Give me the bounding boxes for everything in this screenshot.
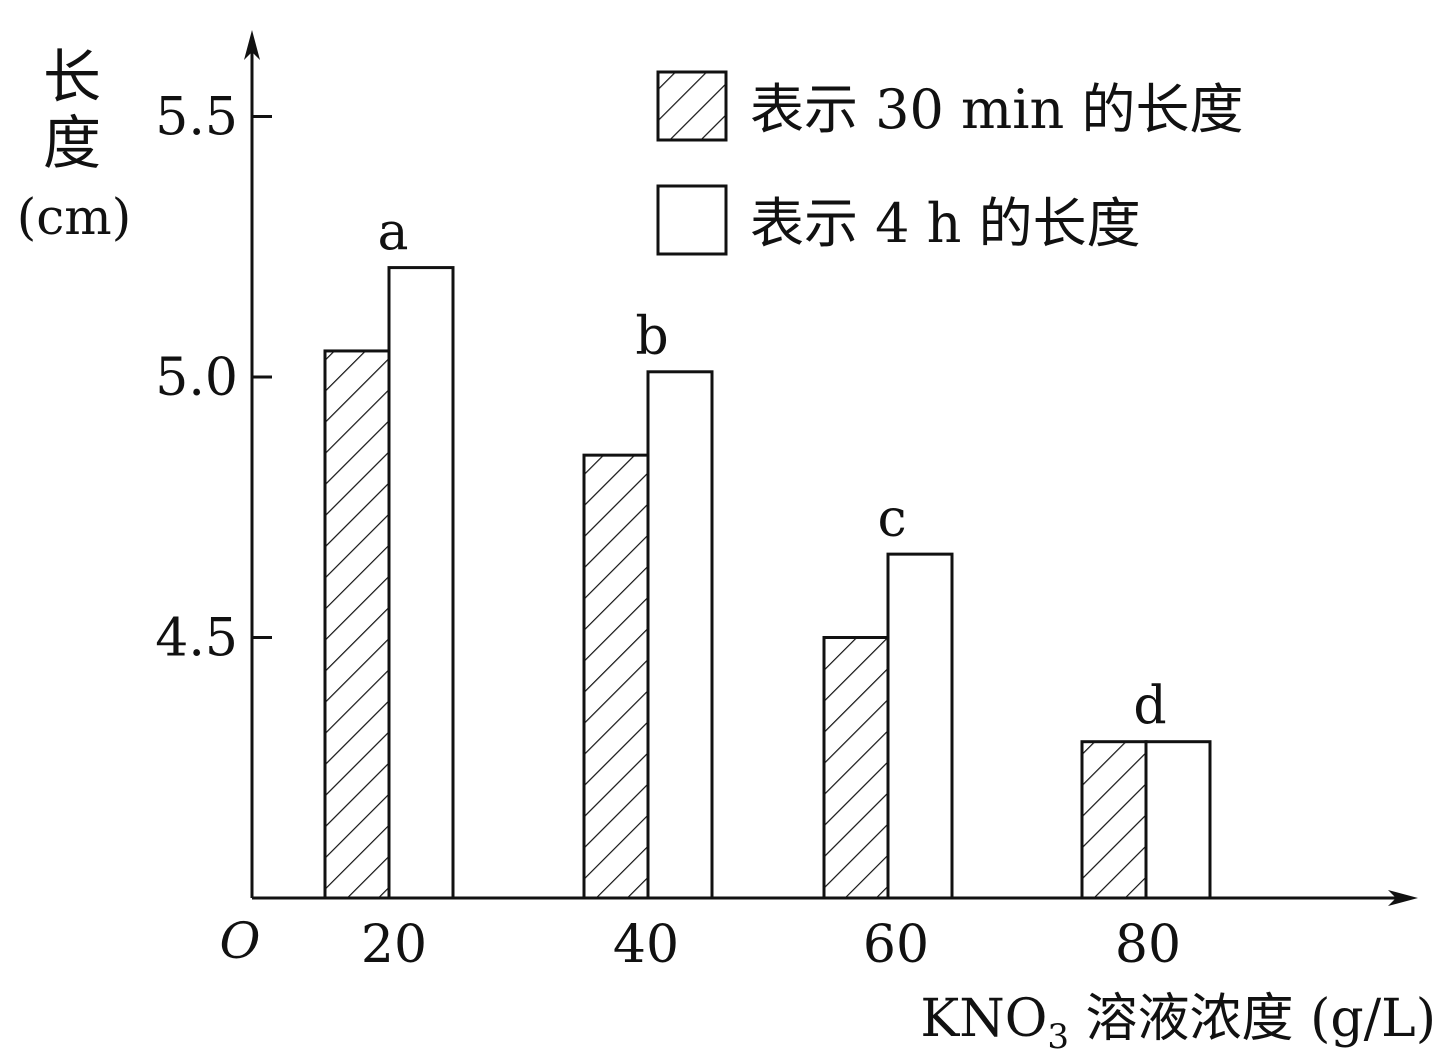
y-axis-label-char-2: 度 bbox=[43, 109, 101, 177]
bar-group-label: c bbox=[877, 489, 906, 549]
x-tick-label: 80 bbox=[1115, 915, 1181, 975]
x-tick-labels: 20 40 60 80 bbox=[361, 915, 1181, 975]
bar-30min-40 bbox=[582, 453, 650, 900]
x-axis-label: KNO3 溶液浓度 (g/L) bbox=[920, 989, 1436, 1057]
bar-30min-60 bbox=[822, 636, 890, 900]
bar-letter-labels: a b c d bbox=[377, 203, 1166, 737]
legend: 表示 30 min 的长度 表示 4 h 的长度 bbox=[656, 70, 1243, 256]
bar-4h-60 bbox=[886, 552, 954, 900]
bar-30min-20 bbox=[323, 349, 391, 900]
y-tick-label: 5.0 bbox=[155, 348, 238, 408]
x-tick-label: 40 bbox=[613, 915, 679, 975]
bar-4h-80 bbox=[1144, 740, 1212, 900]
y-axis-label-char-1: 长 bbox=[43, 43, 101, 111]
bar-30min-80 bbox=[1080, 740, 1148, 900]
legend-label-4h: 表示 4 h 的长度 bbox=[750, 192, 1141, 255]
bar-group-label: d bbox=[1133, 677, 1166, 737]
legend-swatch-open bbox=[656, 184, 728, 256]
y-tick-label: 4.5 bbox=[155, 609, 238, 669]
y-ticks: 4.5 5.0 5.5 bbox=[155, 88, 272, 669]
bar-4h-20 bbox=[387, 266, 455, 900]
bar-4h-40 bbox=[646, 370, 714, 900]
x-tick-label: 60 bbox=[863, 915, 929, 975]
origin-label: O bbox=[220, 912, 261, 970]
bar-group-label: a bbox=[377, 203, 408, 263]
x-axis-arrow bbox=[1388, 890, 1418, 906]
bar-group-label: b bbox=[635, 307, 668, 367]
legend-label-30min: 表示 30 min 的长度 bbox=[750, 78, 1243, 141]
bars bbox=[323, 266, 1212, 900]
legend-swatch-hatched bbox=[656, 70, 728, 142]
x-tick-label: 20 bbox=[361, 915, 427, 975]
y-axis-unit: (cm) bbox=[17, 188, 131, 246]
y-tick-label: 5.5 bbox=[155, 88, 238, 148]
y-axis-arrow bbox=[244, 30, 260, 60]
